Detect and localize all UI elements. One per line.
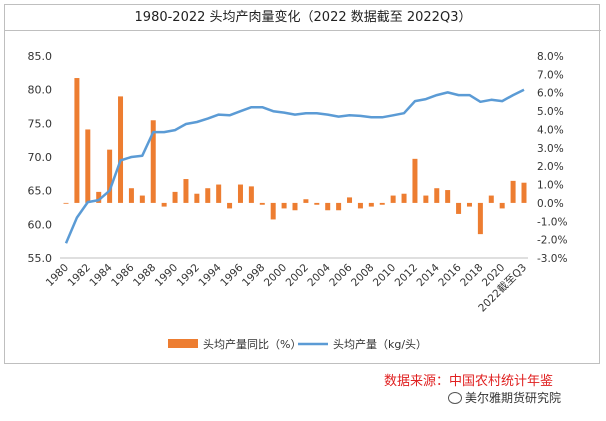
x-axis-tick-label: 1984 xyxy=(87,261,115,289)
right-axis-tick-label: -2.0% xyxy=(537,235,567,247)
legend-line-label: 头均产量（kg/头） xyxy=(333,337,427,351)
chart-frame: 1980-2022 头均产肉量变化（2022 数据截至 2022Q3） xyxy=(4,4,601,364)
bar-yoy xyxy=(248,186,254,203)
bar-yoy xyxy=(336,202,342,211)
bar-yoy xyxy=(150,120,156,203)
x-axis-tick-label: 2004 xyxy=(305,261,333,289)
bar-yoy xyxy=(183,179,189,203)
bar-yoy xyxy=(194,193,200,203)
x-axis-tick-label: 1994 xyxy=(196,261,224,289)
bar-yoy xyxy=(259,202,265,205)
x-axis-tick-label: 1992 xyxy=(175,262,202,289)
line-per-head-output xyxy=(64,88,525,244)
bar-yoy xyxy=(379,202,385,205)
bar-yoy xyxy=(74,78,80,203)
bar-yoy xyxy=(521,182,527,203)
bar-yoy xyxy=(303,199,309,203)
left-axis-tick-label: 80.0 xyxy=(28,84,53,97)
right-axis-tick-label: -3.0% xyxy=(537,253,567,265)
bar-yoy xyxy=(172,191,178,203)
right-axis-tick-label: 6.0% xyxy=(537,88,564,100)
bar-yoy xyxy=(401,193,407,203)
bar-yoy xyxy=(128,188,134,203)
right-axis-tick-label: -1.0% xyxy=(537,216,567,228)
left-axis-tick-label: 60.0 xyxy=(28,218,53,231)
bar-yoy xyxy=(63,202,69,204)
x-axis-tick-label: 2014 xyxy=(414,261,442,289)
x-axis-tick-label: 2002 xyxy=(284,262,311,289)
bar-yoy xyxy=(477,202,483,235)
right-axis-tick-label: 1.0% xyxy=(537,180,564,192)
data-source-note: 数据来源：中国农村统计年鉴 xyxy=(384,374,554,389)
left-axis-tick-label: 55.0 xyxy=(28,252,53,265)
legend-bar-swatch xyxy=(168,339,198,348)
bar-yoy xyxy=(139,195,145,203)
x-axis-tick-label: 1986 xyxy=(109,261,137,289)
chart-title: 1980-2022 头均产肉量变化（2022 数据截至 2022Q3） xyxy=(5,5,601,31)
bar-yoy xyxy=(216,184,222,203)
x-axis-tick-label: 1998 xyxy=(240,262,267,289)
right-axis-tick-label: 2.0% xyxy=(537,161,564,173)
bar-yoy xyxy=(107,149,113,203)
x-axis-tick-label: 2006 xyxy=(327,261,355,289)
x-axis-tick-label: 1980 xyxy=(44,262,71,289)
bar-yoy xyxy=(281,202,287,209)
bar-yoy xyxy=(85,129,91,203)
bar-yoy xyxy=(423,195,429,203)
right-axis-tick-label: 3.0% xyxy=(537,143,564,155)
right-axis-tick-label: 7.0% xyxy=(537,69,564,81)
right-axis-tick-label: 0.0% xyxy=(537,198,564,210)
x-axis-tick-label: 2012 xyxy=(393,262,420,289)
bar-yoy xyxy=(488,195,494,203)
bar-yoy xyxy=(205,188,211,203)
x-axis-tick-label: 2000 xyxy=(262,262,289,289)
right-axis-tick-label: 4.0% xyxy=(537,124,564,136)
bar-yoy xyxy=(368,202,374,207)
bar-yoy xyxy=(237,184,243,203)
bar-yoy xyxy=(118,96,124,203)
x-axis-tick-label: 2016 xyxy=(436,261,464,289)
right-axis-tick-label: 8.0% xyxy=(537,51,564,63)
bar-yoy xyxy=(347,197,353,203)
watermark: 美尔雅期货研究院 xyxy=(448,389,561,406)
left-axis-tick-label: 75.0 xyxy=(28,117,53,130)
bar-yoy xyxy=(434,188,440,203)
bar-yoy xyxy=(445,190,451,203)
bar-yoy xyxy=(412,158,418,203)
x-axis-tick-label: 1996 xyxy=(218,261,246,289)
bar-yoy xyxy=(390,195,396,203)
bar-yoy xyxy=(325,202,331,211)
bar-yoy xyxy=(456,202,462,214)
wechat-icon xyxy=(448,391,462,404)
bar-yoy xyxy=(466,202,472,207)
bar-yoy xyxy=(499,202,505,209)
legend-bar-label: 头均产量同比（%） xyxy=(203,337,301,351)
left-axis-tick-label: 85.0 xyxy=(28,50,53,63)
bar-yoy xyxy=(314,202,320,205)
bar-yoy xyxy=(510,180,516,203)
x-axis-tick-label: 1982 xyxy=(66,262,93,289)
watermark-text: 美尔雅期货研究院 xyxy=(465,391,562,405)
x-axis-tick-label: 2018 xyxy=(458,262,485,289)
bar-yoy xyxy=(227,202,233,209)
x-axis-tick-label: 2008 xyxy=(349,262,376,289)
x-axis-tick-label: 1988 xyxy=(131,262,158,289)
x-axis-tick-label: 2010 xyxy=(371,262,398,289)
bar-yoy xyxy=(96,191,102,203)
bar-yoy xyxy=(357,202,363,209)
bar-yoy xyxy=(270,202,276,220)
bar-yoy xyxy=(161,202,167,207)
left-axis-tick-label: 70.0 xyxy=(28,151,53,164)
x-axis-tick-label: 1990 xyxy=(153,262,180,289)
bar-yoy xyxy=(292,202,298,211)
right-axis-tick-label: 5.0% xyxy=(537,106,564,118)
left-axis-tick-label: 65.0 xyxy=(28,185,53,198)
